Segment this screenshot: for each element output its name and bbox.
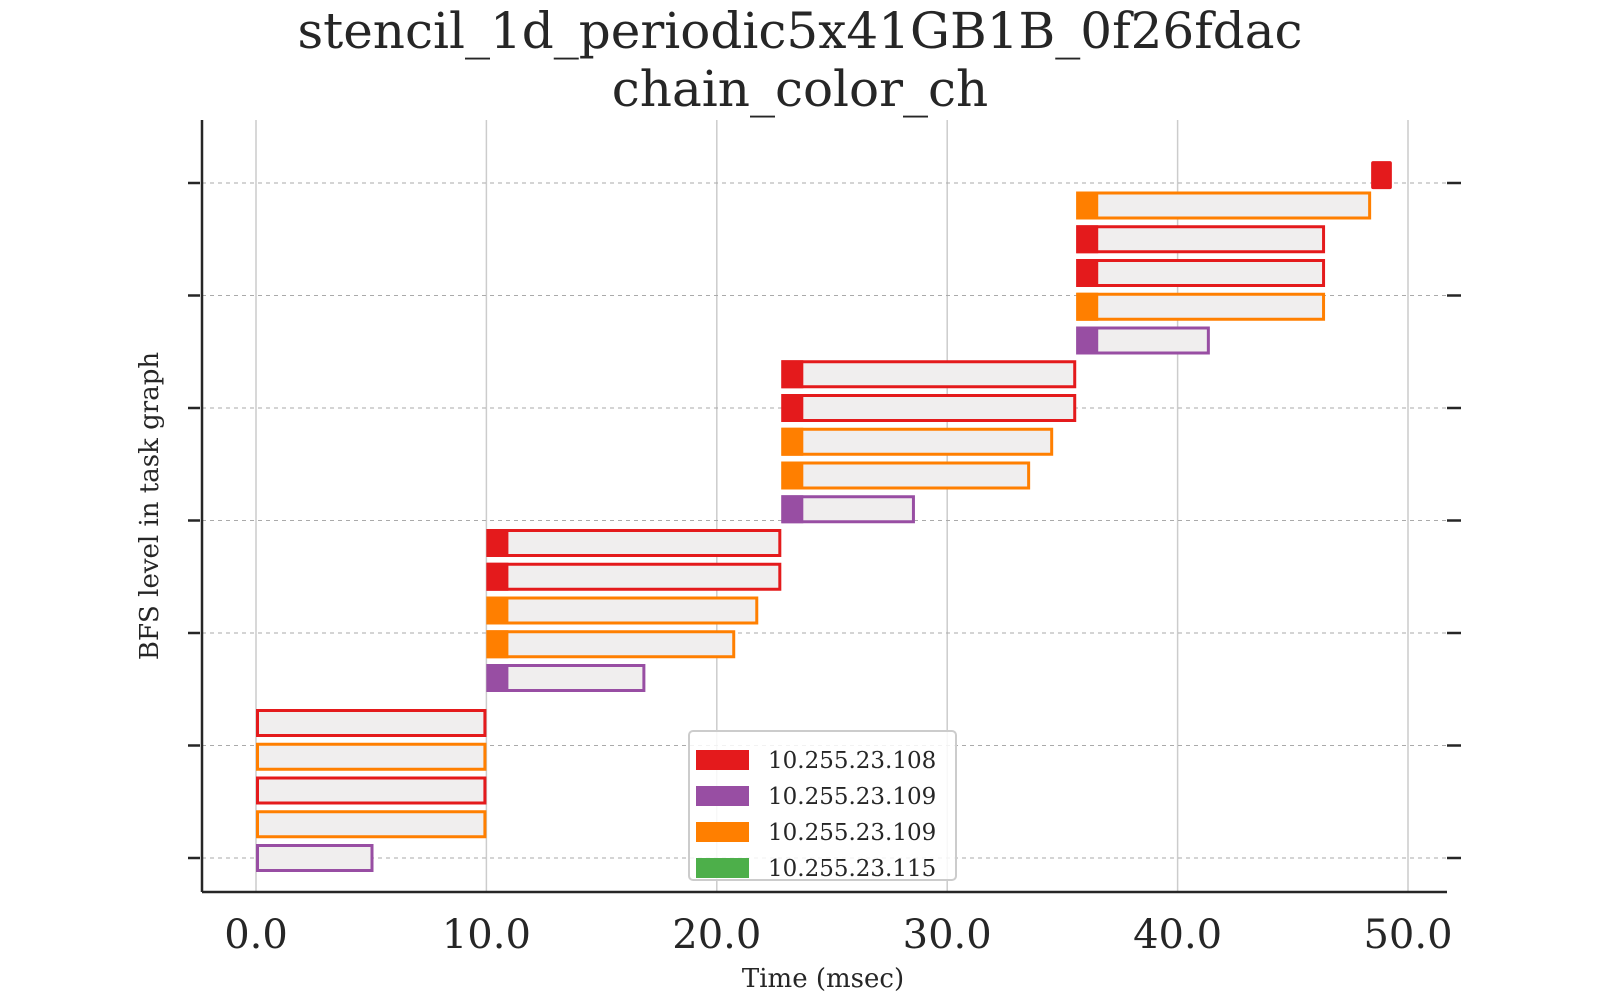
task-bar (1076, 191, 1372, 220)
task-start-marker (781, 427, 804, 456)
task-start-marker (1076, 259, 1099, 287)
chart-title-line1: stencil_1d_periodic5x41GB1B_0f26fdac (297, 2, 1303, 60)
task-start-marker (486, 529, 509, 557)
legend: 10.255.23.108 10.255.23.109 10.255.23.109 1… (688, 730, 957, 882)
task-bar (256, 810, 487, 839)
task-start-marker (781, 394, 804, 422)
task-start-marker (486, 630, 509, 659)
task-bar (256, 742, 487, 771)
legend-label: 10.255.23.109 (768, 820, 936, 846)
legend-swatch (696, 786, 749, 806)
x-tick-label: 10.0 (442, 912, 531, 958)
tasks-layer (256, 161, 1392, 872)
task-bar (1076, 259, 1326, 287)
x-tick-label: 50.0 (1363, 912, 1452, 958)
task-start-marker (1076, 292, 1099, 321)
task-start-marker (486, 664, 509, 692)
task-bar (256, 844, 374, 872)
task-bar (781, 360, 1077, 389)
task-bar (1076, 225, 1326, 254)
task-start-marker (781, 461, 804, 490)
legend-label: 10.255.23.115 (768, 856, 936, 882)
legend-label: 10.255.23.109 (768, 784, 936, 810)
task-bar (781, 461, 1031, 490)
task-bar (1076, 326, 1210, 355)
chart-title: stencil_1d_periodic5x41GB1B_0f26fdac cha… (0, 2, 1600, 118)
task-start-marker (1076, 225, 1099, 254)
task-bar (486, 596, 759, 625)
task-bar (486, 529, 782, 557)
x-tick-label: 20.0 (672, 912, 761, 958)
task-start-marker (1076, 191, 1099, 220)
task-bar (781, 427, 1054, 456)
task-bar (781, 394, 1077, 422)
task-bar (486, 562, 782, 591)
task-start-marker (486, 562, 509, 591)
task-bar (1076, 292, 1326, 321)
task-start-marker (781, 495, 804, 524)
y-axis-label: BFS level in task graph (135, 352, 165, 660)
task-bar (256, 709, 487, 737)
x-tick-label: 40.0 (1133, 912, 1222, 958)
task-bar (256, 776, 487, 805)
legend-label: 10.255.23.108 (768, 748, 936, 774)
legend-box (688, 730, 957, 881)
legend-swatch (696, 858, 749, 878)
task-start-marker (486, 596, 509, 625)
x-axis-label: Time (msec) (742, 964, 904, 994)
x-tick-label: 0.0 (224, 912, 288, 958)
task-bar (486, 664, 646, 692)
task-start-marker (781, 360, 804, 389)
legend-swatch (696, 750, 749, 770)
task-bar (486, 630, 736, 659)
task-bar (1371, 161, 1392, 190)
x-tick-label: 30.0 (903, 912, 992, 958)
legend-swatch (696, 822, 749, 842)
task-start-marker (1076, 326, 1099, 355)
axes-layer: 0.0 10.0 20.0 30.0 40.0 50.0 (188, 120, 1461, 958)
chart-title-line2: chain_color_ch (611, 60, 989, 118)
